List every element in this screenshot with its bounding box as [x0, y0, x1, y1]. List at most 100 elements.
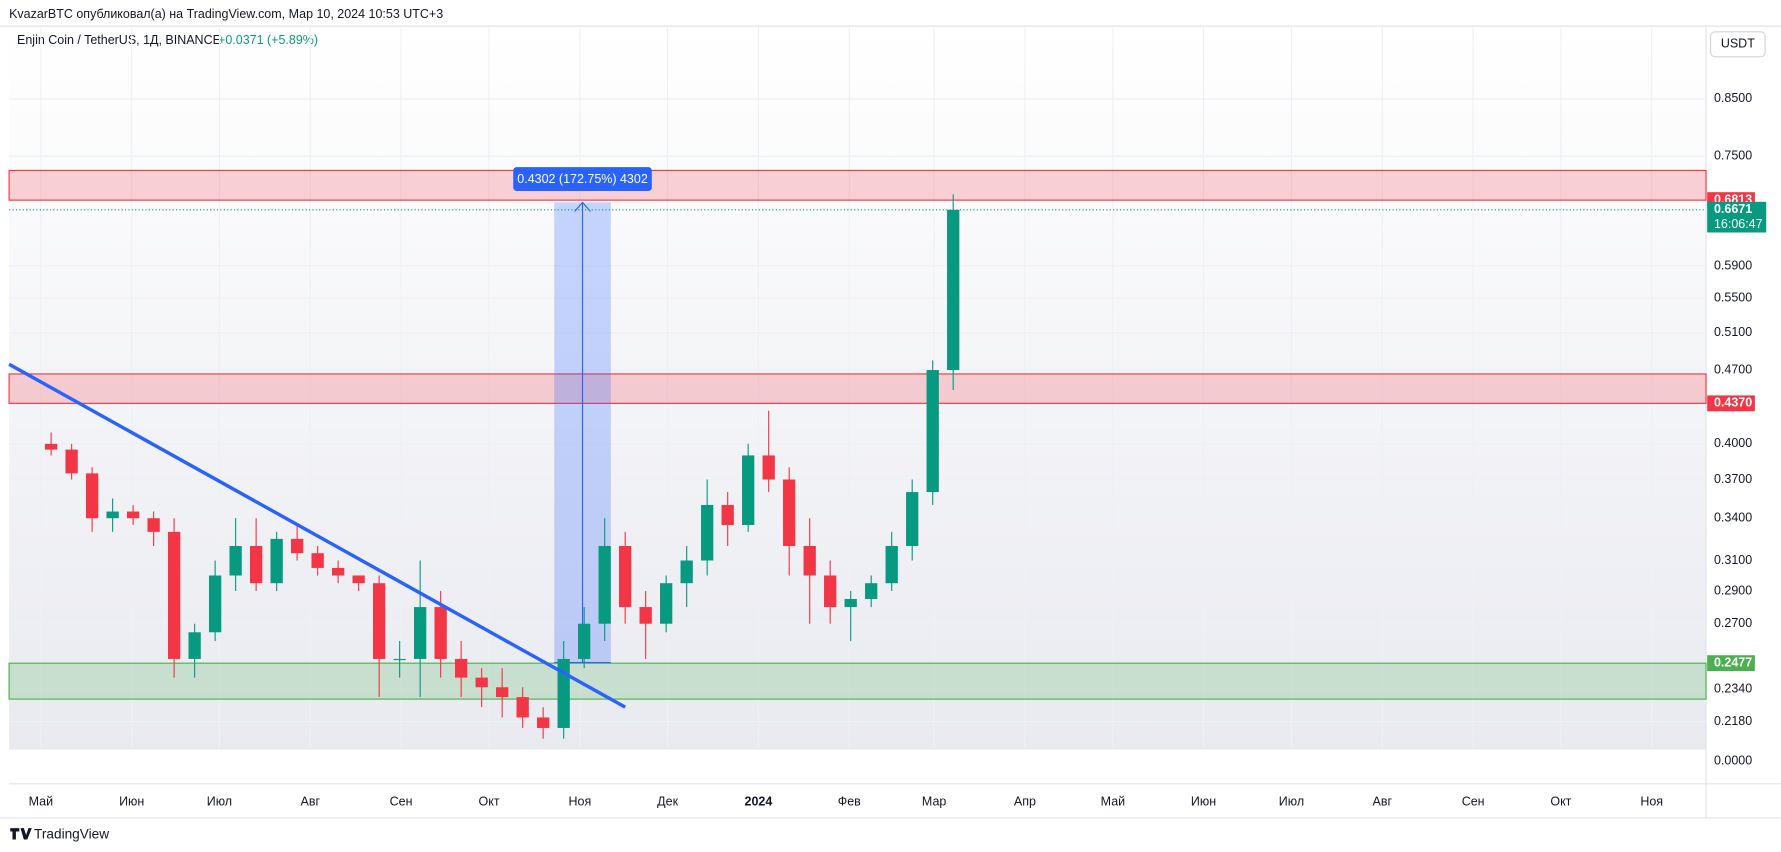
candle-body — [311, 553, 324, 568]
candle-body — [926, 370, 939, 493]
y-tick-label: 0.3400 — [1714, 511, 1752, 525]
candle-body — [598, 545, 611, 624]
candle-body — [126, 511, 140, 519]
candle-body — [906, 492, 919, 546]
zone — [8, 662, 1707, 700]
candle-body — [393, 658, 406, 661]
brand: TradingView — [34, 827, 109, 842]
y-tick-label: 0.2180 — [1714, 714, 1752, 728]
candle-body — [434, 607, 447, 659]
y-tick-label: 0.5100 — [1714, 325, 1752, 339]
candle-body — [947, 209, 960, 371]
price-tag — [1707, 655, 1755, 672]
y-tick-label: 0.2340 — [1714, 682, 1752, 696]
price-tag — [1707, 395, 1755, 412]
candle-body — [208, 575, 222, 633]
x-tick-label: Ноя — [568, 794, 591, 808]
last-price-label: 0.6671 — [1714, 202, 1752, 216]
y-tick-label: 0.2900 — [1714, 583, 1752, 597]
candle-body — [680, 560, 693, 584]
x-tick-label: Фев — [838, 794, 861, 808]
candle-body — [270, 538, 283, 584]
x-tick-label: Июл — [207, 794, 232, 808]
candle-body — [147, 518, 160, 532]
countdown: 16:06:47 — [1714, 217, 1763, 231]
candle-body — [762, 455, 775, 480]
y-tick-label: 0.0000 — [1714, 753, 1752, 767]
candle-body — [803, 545, 816, 576]
candle-body — [783, 479, 796, 546]
x-tick-label: Авг — [301, 794, 321, 808]
candle-body — [44, 443, 58, 450]
candle-body — [619, 545, 632, 608]
candle-body — [844, 598, 857, 608]
x-tick-label: Дек — [657, 794, 678, 808]
candle-body — [496, 687, 509, 698]
axis-gap — [9, 749, 1707, 784]
candle-body — [167, 531, 181, 659]
price-tag-label: 0.2477 — [1714, 655, 1752, 669]
zone — [8, 169, 1707, 201]
candle-body — [824, 575, 837, 608]
candle-body — [885, 545, 898, 584]
candle-body — [229, 545, 242, 576]
header: KvazarBTC опубликовал(а) на TradingView.… — [9, 7, 443, 21]
candle-body — [352, 575, 365, 584]
zone — [8, 373, 1707, 404]
candle-body — [85, 473, 99, 519]
measure-arrow-head — [574, 201, 591, 212]
logo — [10, 828, 32, 840]
price-tag-label: 0.4370 — [1714, 396, 1752, 410]
x-tick-label: Окт — [479, 794, 500, 808]
candle-body — [742, 455, 755, 526]
x-tick-label: Июл — [1279, 794, 1304, 808]
candle-body — [660, 583, 673, 624]
candle-body — [65, 449, 78, 474]
x-tick-label: Май — [1101, 794, 1125, 808]
x-tick-label: Авг — [1373, 794, 1393, 808]
y-tick-label: 0.8500 — [1714, 91, 1752, 105]
y-tick-label: 0.3100 — [1714, 553, 1752, 567]
measure-label-box — [513, 167, 652, 191]
candle-body — [290, 538, 304, 554]
x-tick-label: Апр — [1014, 794, 1036, 808]
trendline — [8, 362, 626, 709]
candle-body — [865, 583, 878, 599]
symbol: Enjin Coin / TetherUS, 1Д, BINANCE — [17, 33, 221, 47]
last-price-tag — [1707, 201, 1767, 233]
candle-body — [455, 658, 468, 678]
x-tick-label: Июн — [1191, 794, 1216, 808]
candle-body — [331, 567, 345, 576]
x-tick-label: Сен — [390, 794, 413, 808]
candle-body — [188, 632, 201, 659]
candle-body — [721, 504, 734, 526]
y-tick-label: 0.3700 — [1714, 472, 1752, 486]
candle-body — [516, 697, 529, 718]
x-tick-label: Ноя — [1640, 794, 1663, 808]
x-tick-label: Июн — [119, 794, 144, 808]
x-tick-label: Окт — [1550, 794, 1571, 808]
x-tick-label: Мар — [922, 794, 946, 808]
y-tick-label: 0.4700 — [1714, 362, 1752, 376]
y-tick-label: 0.5500 — [1714, 290, 1752, 304]
candle-body — [106, 511, 119, 519]
candle-body — [537, 717, 550, 728]
candle-body — [639, 607, 652, 624]
currency[interactable]: USDT — [1721, 37, 1755, 51]
y-tick-label: 0.7500 — [1714, 148, 1752, 162]
y-tick-label: 0.5900 — [1714, 258, 1752, 272]
candle-body — [249, 545, 263, 584]
change: +0.0371 (+5.89%) — [218, 33, 318, 47]
candle-body — [475, 677, 488, 688]
x-tick-label: Май — [29, 794, 53, 808]
candle-body — [414, 607, 427, 659]
y-tick-label: 0.2700 — [1714, 616, 1752, 630]
plot-area — [9, 27, 1707, 750]
x-tick-label: Сен — [1462, 794, 1485, 808]
candle-body — [701, 504, 714, 561]
y-tick-label: 0.4000 — [1714, 436, 1752, 450]
candle-body — [578, 623, 591, 659]
currency-button[interactable] — [1710, 31, 1766, 58]
